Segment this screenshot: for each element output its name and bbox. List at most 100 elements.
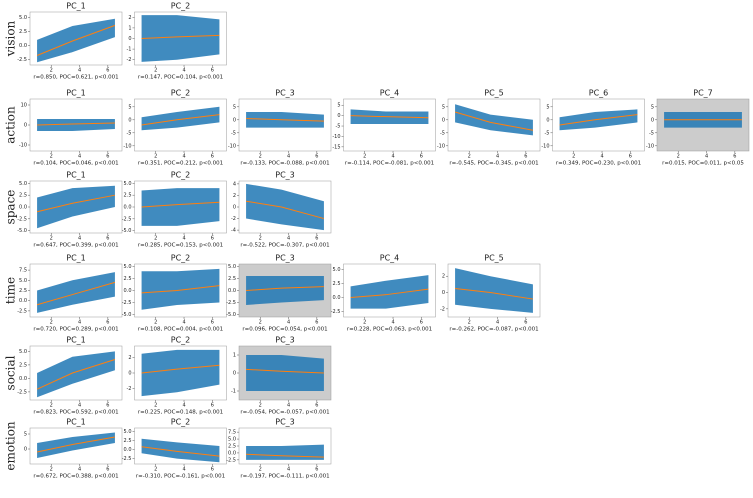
x-tick-label: 4 <box>496 320 499 326</box>
fit-line <box>455 287 533 300</box>
x-tick-label: 4 <box>600 154 603 160</box>
x-tick-label: 4 <box>287 236 290 242</box>
y-tick-label: 0 <box>442 117 445 123</box>
panel-title: PC_2 <box>171 336 191 345</box>
y-tick-label: 5 <box>546 104 549 110</box>
x-tick-label: 4 <box>78 467 81 473</box>
y-tick-label: -2.5 <box>122 456 132 462</box>
x-tick-label: 2 <box>677 154 680 160</box>
x-tick-label: 6 <box>211 320 214 326</box>
x-tick-label: 4 <box>287 320 290 326</box>
y-tick-label: 5.0 <box>19 278 27 284</box>
x-tick-label: 6 <box>106 320 109 326</box>
y-tick-label: -2.5 <box>122 300 132 306</box>
x-tick-label: 4 <box>78 154 81 160</box>
y-tick-label: 1 <box>233 353 236 359</box>
annotation: r=-0.262, POC=-0.087, p<0.001 <box>449 327 538 333</box>
fit-line <box>36 194 116 213</box>
y-tick-label: -2.5 <box>17 389 27 395</box>
y-tick-label: -10 <box>437 143 445 149</box>
x-tick-label: 2 <box>363 320 366 326</box>
panel-title: PC_3 <box>275 418 295 427</box>
fit-line <box>141 114 220 126</box>
fit-line <box>559 114 638 126</box>
x-tick-label: 6 <box>106 154 109 160</box>
y-tick-label: 2.5 <box>19 362 27 368</box>
y-tick-label: 5.0 <box>228 264 236 270</box>
y-tick-label: 5.0 <box>124 181 132 187</box>
point-cloud <box>37 119 115 131</box>
y-tick-label: 7.5 <box>19 268 27 274</box>
y-tick-label: -2.5 <box>17 308 27 314</box>
x-tick-label: 2 <box>154 68 157 74</box>
row-label: vision <box>4 20 18 57</box>
panel-title: PC_2 <box>171 89 191 98</box>
point-cloud <box>246 183 324 231</box>
annotation: r=0.015, POC=0.011, p<0.05 <box>662 161 744 167</box>
x-tick-label: 6 <box>211 467 214 473</box>
fit-line <box>37 122 115 126</box>
y-tick-label: -5 <box>231 130 236 136</box>
y-tick-label: 5.0 <box>124 264 132 270</box>
x-tick-label: 2 <box>50 236 53 242</box>
fit-line <box>36 436 116 453</box>
y-tick-label: -2.5 <box>17 57 27 63</box>
x-tick-label: 6 <box>315 467 318 473</box>
x-tick-label: 2 <box>259 320 262 326</box>
x-tick-label: 2 <box>468 154 471 160</box>
point-cloud <box>37 432 115 458</box>
y-tick-label: 5 <box>442 104 445 110</box>
x-tick-label: 4 <box>182 403 185 409</box>
panel-title: PC_2 <box>171 171 191 180</box>
y-tick-label: -2 <box>440 306 445 312</box>
y-tick-label: -2.5 <box>122 216 132 222</box>
annotation: r=-0.197, POC=-0.111, p<0.001 <box>240 474 329 480</box>
y-tick-label: 2.5 <box>228 444 236 450</box>
y-tick-label: 0 <box>651 117 654 123</box>
y-tick-label: 0.0 <box>124 288 132 294</box>
point-cloud <box>246 444 324 460</box>
y-tick-label: -2.5 <box>226 300 236 306</box>
y-tick-label: 5 <box>651 104 654 110</box>
point-cloud <box>37 351 115 398</box>
y-tick-label: -15 <box>332 144 340 150</box>
point-cloud <box>350 275 429 309</box>
y-tick-label: 4 <box>233 181 236 187</box>
y-tick-label: -1 <box>127 47 132 53</box>
annotation: r=-0.114, POC=-0.081, p<0.001 <box>345 161 434 167</box>
y-tick-label: 7.5 <box>228 430 236 436</box>
y-tick-label: 5.0 <box>19 181 27 187</box>
y-tick-label: 5 <box>233 104 236 110</box>
y-tick-label: -10 <box>332 134 340 140</box>
x-tick-label: 4 <box>182 154 185 160</box>
x-tick-label: 6 <box>315 154 318 160</box>
x-tick-label: 4 <box>182 320 185 326</box>
y-tick-label: 2.5 <box>228 276 236 282</box>
fit-line <box>245 200 325 220</box>
point-cloud <box>455 268 533 313</box>
y-tick-label: 0 <box>128 117 131 123</box>
point-cloud <box>246 355 324 391</box>
annotation: r=0.647, POC=0.399, p<0.001 <box>33 243 118 249</box>
x-tick-label: 2 <box>154 236 157 242</box>
fit-line <box>141 446 220 457</box>
x-tick-label: 4 <box>391 320 394 326</box>
panel-title: PC_1 <box>66 254 86 263</box>
y-tick-label: -5.0 <box>122 312 132 318</box>
x-tick-label: 6 <box>315 403 318 409</box>
row-label: space <box>4 190 18 225</box>
y-tick-label: 0.0 <box>333 295 341 301</box>
y-tick-label: -10 <box>123 143 131 149</box>
y-tick-label: -2 <box>127 57 132 63</box>
annotation: r=0.349, POC=0.230, p<0.001 <box>556 161 641 167</box>
x-tick-label: 4 <box>705 154 708 160</box>
panel-title: PC_2 <box>171 418 191 427</box>
x-tick-label: 2 <box>50 68 53 74</box>
point-cloud <box>37 185 115 229</box>
plot-background <box>343 98 436 152</box>
y-tick-label: -5.0 <box>226 312 236 318</box>
y-tick-label: 0.0 <box>228 450 236 456</box>
point-cloud <box>141 15 220 62</box>
y-tick-label: 0.0 <box>19 205 27 211</box>
